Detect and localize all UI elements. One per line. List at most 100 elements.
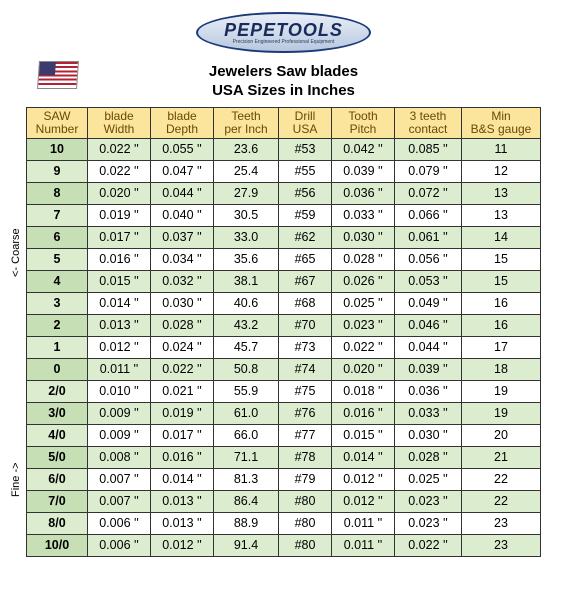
saw-number-cell: 9 xyxy=(27,160,88,182)
table-row: 00.011 ''0.022 ''50.8#740.020 ''0.039 ''… xyxy=(27,358,541,380)
saw-number-cell: 5/0 xyxy=(27,446,88,468)
data-cell: 0.039 '' xyxy=(332,160,395,182)
table-row: 40.015 ''0.032 ''38.1#670.026 ''0.053 ''… xyxy=(27,270,541,292)
data-cell: 22 xyxy=(462,490,541,512)
data-cell: 0.044 '' xyxy=(395,336,462,358)
data-cell: 0.008 '' xyxy=(88,446,151,468)
data-cell: #62 xyxy=(279,226,332,248)
data-cell: 0.032 '' xyxy=(151,270,214,292)
data-cell: 0.056 '' xyxy=(395,248,462,270)
data-cell: 19 xyxy=(462,402,541,424)
data-cell: 91.4 xyxy=(214,534,279,556)
table-row: 6/00.007 ''0.014 ''81.3#790.012 ''0.025 … xyxy=(27,468,541,490)
data-cell: #77 xyxy=(279,424,332,446)
data-cell: #73 xyxy=(279,336,332,358)
data-cell: 0.022 '' xyxy=(395,534,462,556)
data-cell: 0.066 '' xyxy=(395,204,462,226)
data-cell: 0.020 '' xyxy=(88,182,151,204)
data-cell: #65 xyxy=(279,248,332,270)
header-row: SAWNumberbladeWidthbladeDepthTeethper In… xyxy=(27,107,541,138)
data-cell: 0.022 '' xyxy=(88,138,151,160)
data-cell: 0.006 '' xyxy=(88,534,151,556)
data-cell: #55 xyxy=(279,160,332,182)
table-row: 5/00.008 ''0.016 ''71.1#780.014 ''0.028 … xyxy=(27,446,541,468)
data-cell: 13 xyxy=(462,182,541,204)
col-header-3: Teethper Inch xyxy=(214,107,279,138)
saw-number-cell: 10/0 xyxy=(27,534,88,556)
brand-name: PEPETOOLS xyxy=(224,20,343,40)
data-cell: 0.015 '' xyxy=(332,424,395,446)
table-row: 60.017 ''0.037 ''33.0#620.030 ''0.061 ''… xyxy=(27,226,541,248)
saw-number-cell: 8/0 xyxy=(27,512,88,534)
col-header-1: bladeWidth xyxy=(88,107,151,138)
data-cell: 0.061 '' xyxy=(395,226,462,248)
data-cell: 0.014 '' xyxy=(88,292,151,314)
data-cell: 0.033 '' xyxy=(332,204,395,226)
data-cell: 11 xyxy=(462,138,541,160)
data-cell: 0.016 '' xyxy=(332,402,395,424)
data-cell: 0.026 '' xyxy=(332,270,395,292)
data-cell: 0.007 '' xyxy=(88,468,151,490)
data-cell: 66.0 xyxy=(214,424,279,446)
data-cell: 0.049 '' xyxy=(395,292,462,314)
data-cell: 13 xyxy=(462,204,541,226)
data-cell: #76 xyxy=(279,402,332,424)
saw-number-cell: 6/0 xyxy=(27,468,88,490)
table-row: 20.013 ''0.028 ''43.2#700.023 ''0.046 ''… xyxy=(27,314,541,336)
data-cell: 0.039 '' xyxy=(395,358,462,380)
table-row: 80.020 ''0.044 ''27.9#560.036 ''0.072 ''… xyxy=(27,182,541,204)
data-cell: 0.009 '' xyxy=(88,402,151,424)
data-cell: 0.014 '' xyxy=(151,468,214,490)
brand-logo: PEPETOOLS Precision Engineered Professio… xyxy=(196,12,371,53)
data-cell: 0.024 '' xyxy=(151,336,214,358)
data-cell: 35.6 xyxy=(214,248,279,270)
logo-container: PEPETOOLS Precision Engineered Professio… xyxy=(8,12,559,53)
data-cell: 86.4 xyxy=(214,490,279,512)
data-cell: 0.017 '' xyxy=(151,424,214,446)
data-cell: 0.022 '' xyxy=(151,358,214,380)
data-cell: #80 xyxy=(279,512,332,534)
data-cell: #78 xyxy=(279,446,332,468)
data-cell: #80 xyxy=(279,490,332,512)
table-row: 10/00.006 ''0.012 ''91.4#800.011 ''0.022… xyxy=(27,534,541,556)
usa-flag-icon xyxy=(37,61,79,89)
data-cell: 0.013 '' xyxy=(88,314,151,336)
saw-number-cell: 3/0 xyxy=(27,402,88,424)
data-cell: 0.085 '' xyxy=(395,138,462,160)
data-cell: 25.4 xyxy=(214,160,279,182)
side-label-coarse: <- Coarse xyxy=(10,228,22,277)
data-cell: 0.025 '' xyxy=(395,468,462,490)
table-row: 10.012 ''0.024 ''45.7#730.022 ''0.044 ''… xyxy=(27,336,541,358)
data-cell: 21 xyxy=(462,446,541,468)
saw-number-cell: 8 xyxy=(27,182,88,204)
data-cell: 15 xyxy=(462,248,541,270)
saw-number-cell: 2 xyxy=(27,314,88,336)
side-label-fine: Fine -> xyxy=(10,462,22,497)
data-cell: 0.044 '' xyxy=(151,182,214,204)
data-cell: #68 xyxy=(279,292,332,314)
data-cell: #59 xyxy=(279,204,332,226)
table-row: 70.019 ''0.040 ''30.5#590.033 ''0.066 ''… xyxy=(27,204,541,226)
saw-number-cell: 10 xyxy=(27,138,88,160)
data-cell: 0.036 '' xyxy=(332,182,395,204)
table-row: 8/00.006 ''0.013 ''88.9#800.011 ''0.023 … xyxy=(27,512,541,534)
data-cell: #79 xyxy=(279,468,332,490)
data-cell: 16 xyxy=(462,314,541,336)
data-cell: 45.7 xyxy=(214,336,279,358)
data-cell: 0.016 '' xyxy=(88,248,151,270)
col-header-4: DrillUSA xyxy=(279,107,332,138)
data-cell: 61.0 xyxy=(214,402,279,424)
data-cell: 0.018 '' xyxy=(332,380,395,402)
table-row: 3/00.009 ''0.019 ''61.0#760.016 ''0.033 … xyxy=(27,402,541,424)
data-cell: 0.017 '' xyxy=(88,226,151,248)
data-cell: 0.013 '' xyxy=(151,512,214,534)
table-body: 100.022 ''0.055 ''23.6#530.042 ''0.085 '… xyxy=(27,138,541,556)
data-cell: 0.020 '' xyxy=(332,358,395,380)
col-header-2: bladeDepth xyxy=(151,107,214,138)
data-cell: 0.014 '' xyxy=(332,446,395,468)
data-cell: 0.015 '' xyxy=(88,270,151,292)
title-row: Jewelers Saw blades USA Sizes in Inches xyxy=(8,63,559,101)
data-cell: 17 xyxy=(462,336,541,358)
data-cell: #75 xyxy=(279,380,332,402)
data-cell: 0.023 '' xyxy=(395,490,462,512)
